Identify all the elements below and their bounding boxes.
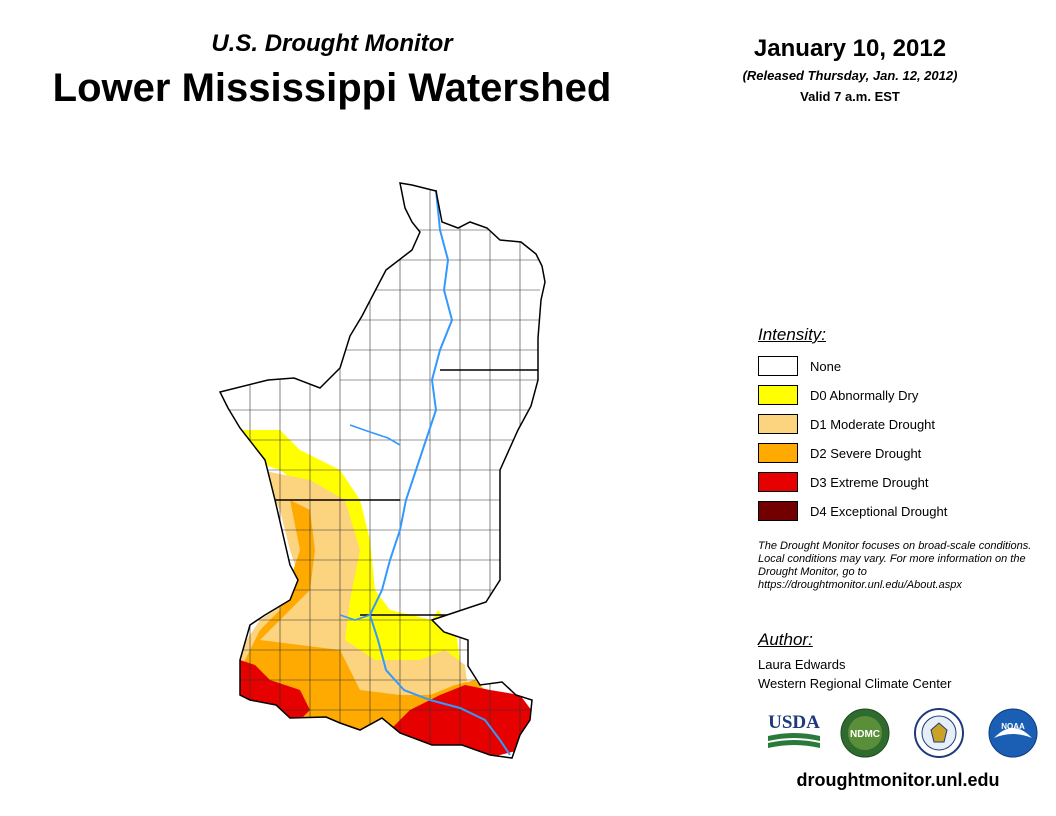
legend-label: D0 Abnormally Dry — [810, 387, 919, 403]
legend-swatch — [758, 443, 798, 463]
legend-item-d0: D0 Abnormally Dry — [758, 384, 918, 406]
legend-item-d4: D4 Exceptional Drought — [758, 500, 947, 522]
noaa-logo-icon: NOAA — [988, 708, 1038, 758]
commerce-seal-icon — [914, 708, 964, 758]
legend-label: D1 Moderate Drought — [810, 416, 936, 432]
usda-logo-text: USDA — [768, 712, 820, 733]
legend-item-d2: D2 Severe Drought — [758, 442, 921, 464]
author-name: Laura Edwards — [758, 657, 846, 672]
legend-swatch — [758, 356, 798, 376]
noaa-logo-text: NOAA — [1001, 722, 1025, 731]
d2-region — [240, 500, 490, 750]
legend-swatch — [758, 385, 798, 405]
arkansas-river — [349, 424, 401, 446]
legend-item-none: None — [758, 355, 841, 377]
legend-swatch — [758, 501, 798, 521]
map-subtitle: U.S. Drought Monitor — [211, 30, 453, 57]
legend-heading: Intensity: — [758, 325, 827, 344]
author-heading: Author: — [758, 630, 813, 649]
usda-logo-icon: USDA — [768, 712, 820, 748]
legend-swatch — [758, 472, 798, 492]
map-date: January 10, 2012 — [753, 35, 947, 62]
legend-item-d1: D1 Moderate Drought — [758, 413, 935, 435]
legend-label: D4 Exceptional Drought — [810, 503, 948, 519]
legend-item-d3: D3 Extreme Drought — [758, 471, 929, 493]
footer-url[interactable]: droughtmonitor.unl.edu — [796, 770, 1000, 790]
red-river — [339, 614, 371, 621]
author-organization: Western Regional Climate Center — [758, 676, 952, 691]
drought-monitor-note: The Drought Monitor focuses on broad-sca… — [758, 540, 1032, 591]
legend-label: None — [810, 358, 842, 374]
legend-label: D2 Severe Drought — [810, 445, 922, 461]
watershed-map — [219, 182, 546, 759]
valid-time: Valid 7 a.m. EST — [800, 89, 900, 104]
legend-label: D3 Extreme Drought — [810, 474, 929, 490]
d3-region-delta — [390, 685, 535, 758]
ndmc-logo-icon: NDMC — [840, 708, 890, 758]
ndmc-logo-text: NDMC — [850, 729, 880, 740]
mississippi-river — [368, 189, 511, 756]
legend-swatch — [758, 414, 798, 434]
map-title: Lower Mississippi Watershed — [52, 66, 612, 110]
release-date: (Released Thursday, Jan. 12, 2012) — [742, 68, 958, 83]
